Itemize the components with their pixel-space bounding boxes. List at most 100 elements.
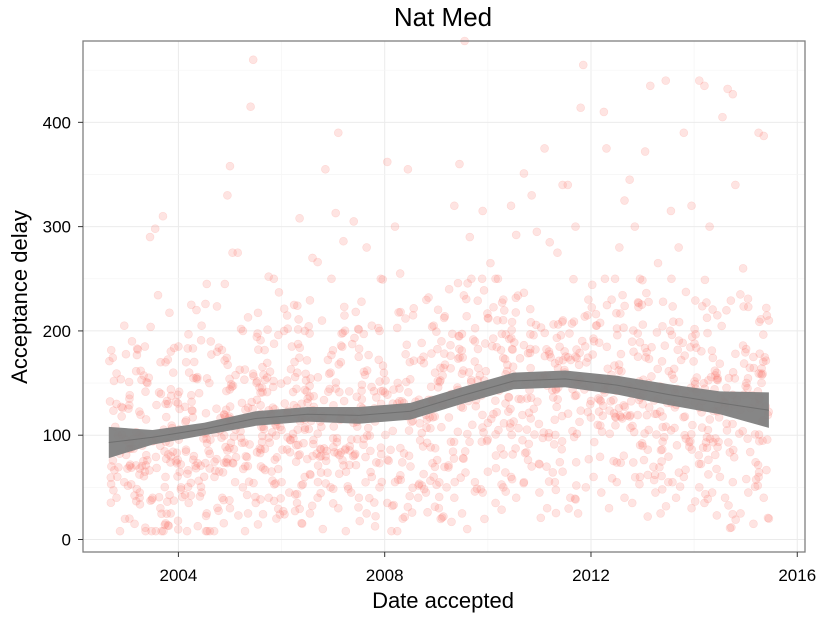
data-point <box>484 314 493 323</box>
data-point <box>172 459 182 468</box>
data-point <box>449 454 459 463</box>
data-point <box>645 81 655 91</box>
data-point <box>455 353 464 362</box>
data-point <box>583 353 593 363</box>
data-point <box>127 337 137 346</box>
data-point <box>507 325 516 335</box>
data-point <box>345 442 355 451</box>
data-point <box>225 385 234 394</box>
data-point <box>531 320 541 330</box>
data-point <box>305 381 314 391</box>
data-point <box>618 290 627 300</box>
data-point <box>228 459 238 468</box>
data-point <box>474 363 483 373</box>
data-point <box>135 464 145 473</box>
data-point <box>260 375 270 385</box>
data-point <box>700 81 709 91</box>
data-point <box>557 444 567 454</box>
data-point <box>220 356 229 365</box>
data-point <box>575 348 584 358</box>
data-point <box>260 345 269 355</box>
data-point <box>505 334 514 344</box>
data-point <box>434 503 444 513</box>
data-point <box>615 411 625 420</box>
data-point <box>723 84 732 94</box>
data-point <box>478 206 487 216</box>
data-point <box>743 374 753 383</box>
data-point <box>607 295 616 304</box>
data-point <box>708 437 718 447</box>
data-point <box>409 304 419 313</box>
data-point <box>688 420 697 430</box>
data-point <box>330 447 339 457</box>
data-point <box>700 275 710 285</box>
data-point <box>197 321 206 331</box>
data-point <box>289 434 298 443</box>
data-point <box>243 313 253 322</box>
data-point <box>161 412 171 422</box>
data-point <box>139 456 148 466</box>
data-point <box>186 491 196 500</box>
data-point <box>206 435 215 444</box>
data-point <box>401 314 410 323</box>
data-point <box>606 397 616 406</box>
data-point <box>357 395 367 404</box>
data-point <box>526 393 536 403</box>
data-point <box>253 520 263 529</box>
data-point <box>464 368 474 377</box>
data-point <box>504 407 513 416</box>
data-point <box>234 511 243 520</box>
data-point <box>238 326 248 336</box>
y-axis-title: Acceptance delay <box>7 210 32 384</box>
data-point <box>690 377 699 386</box>
data-point <box>567 319 577 328</box>
data-point <box>529 404 539 414</box>
data-point <box>324 369 334 379</box>
data-point <box>729 452 739 462</box>
data-point <box>757 378 766 388</box>
data-point <box>539 428 548 437</box>
data-point <box>549 320 558 329</box>
data-point <box>627 337 637 346</box>
data-point <box>267 467 276 476</box>
data-point <box>702 443 712 453</box>
data-point <box>193 372 202 382</box>
data-point <box>647 372 656 381</box>
data-point <box>550 477 560 487</box>
data-point <box>595 318 605 328</box>
data-point <box>173 516 183 526</box>
data-point <box>235 365 244 375</box>
data-point <box>286 435 296 445</box>
data-point <box>605 406 614 415</box>
data-point <box>252 332 262 342</box>
data-point <box>704 375 713 385</box>
data-point <box>338 328 348 338</box>
data-point <box>295 213 304 223</box>
data-point <box>458 353 468 362</box>
data-point <box>757 364 766 373</box>
data-point <box>259 464 268 473</box>
data-point <box>704 455 713 465</box>
data-point <box>316 445 326 454</box>
data-point <box>604 503 614 513</box>
data-point <box>243 461 253 471</box>
data-point <box>644 354 654 364</box>
data-point <box>125 514 134 523</box>
data-point <box>201 458 210 468</box>
data-point <box>240 526 250 536</box>
data-point <box>581 483 591 492</box>
data-point <box>145 232 155 242</box>
data-point <box>446 437 456 447</box>
data-point <box>754 468 764 477</box>
data-point <box>644 403 654 412</box>
data-point <box>514 423 523 433</box>
data-point <box>176 483 186 492</box>
data-point <box>702 432 712 442</box>
data-point <box>214 343 224 352</box>
data-point <box>258 387 267 397</box>
data-point <box>743 434 752 443</box>
data-point <box>269 496 279 506</box>
data-point <box>575 417 584 427</box>
y-tick-label: 0 <box>62 530 71 549</box>
data-point <box>421 488 431 497</box>
